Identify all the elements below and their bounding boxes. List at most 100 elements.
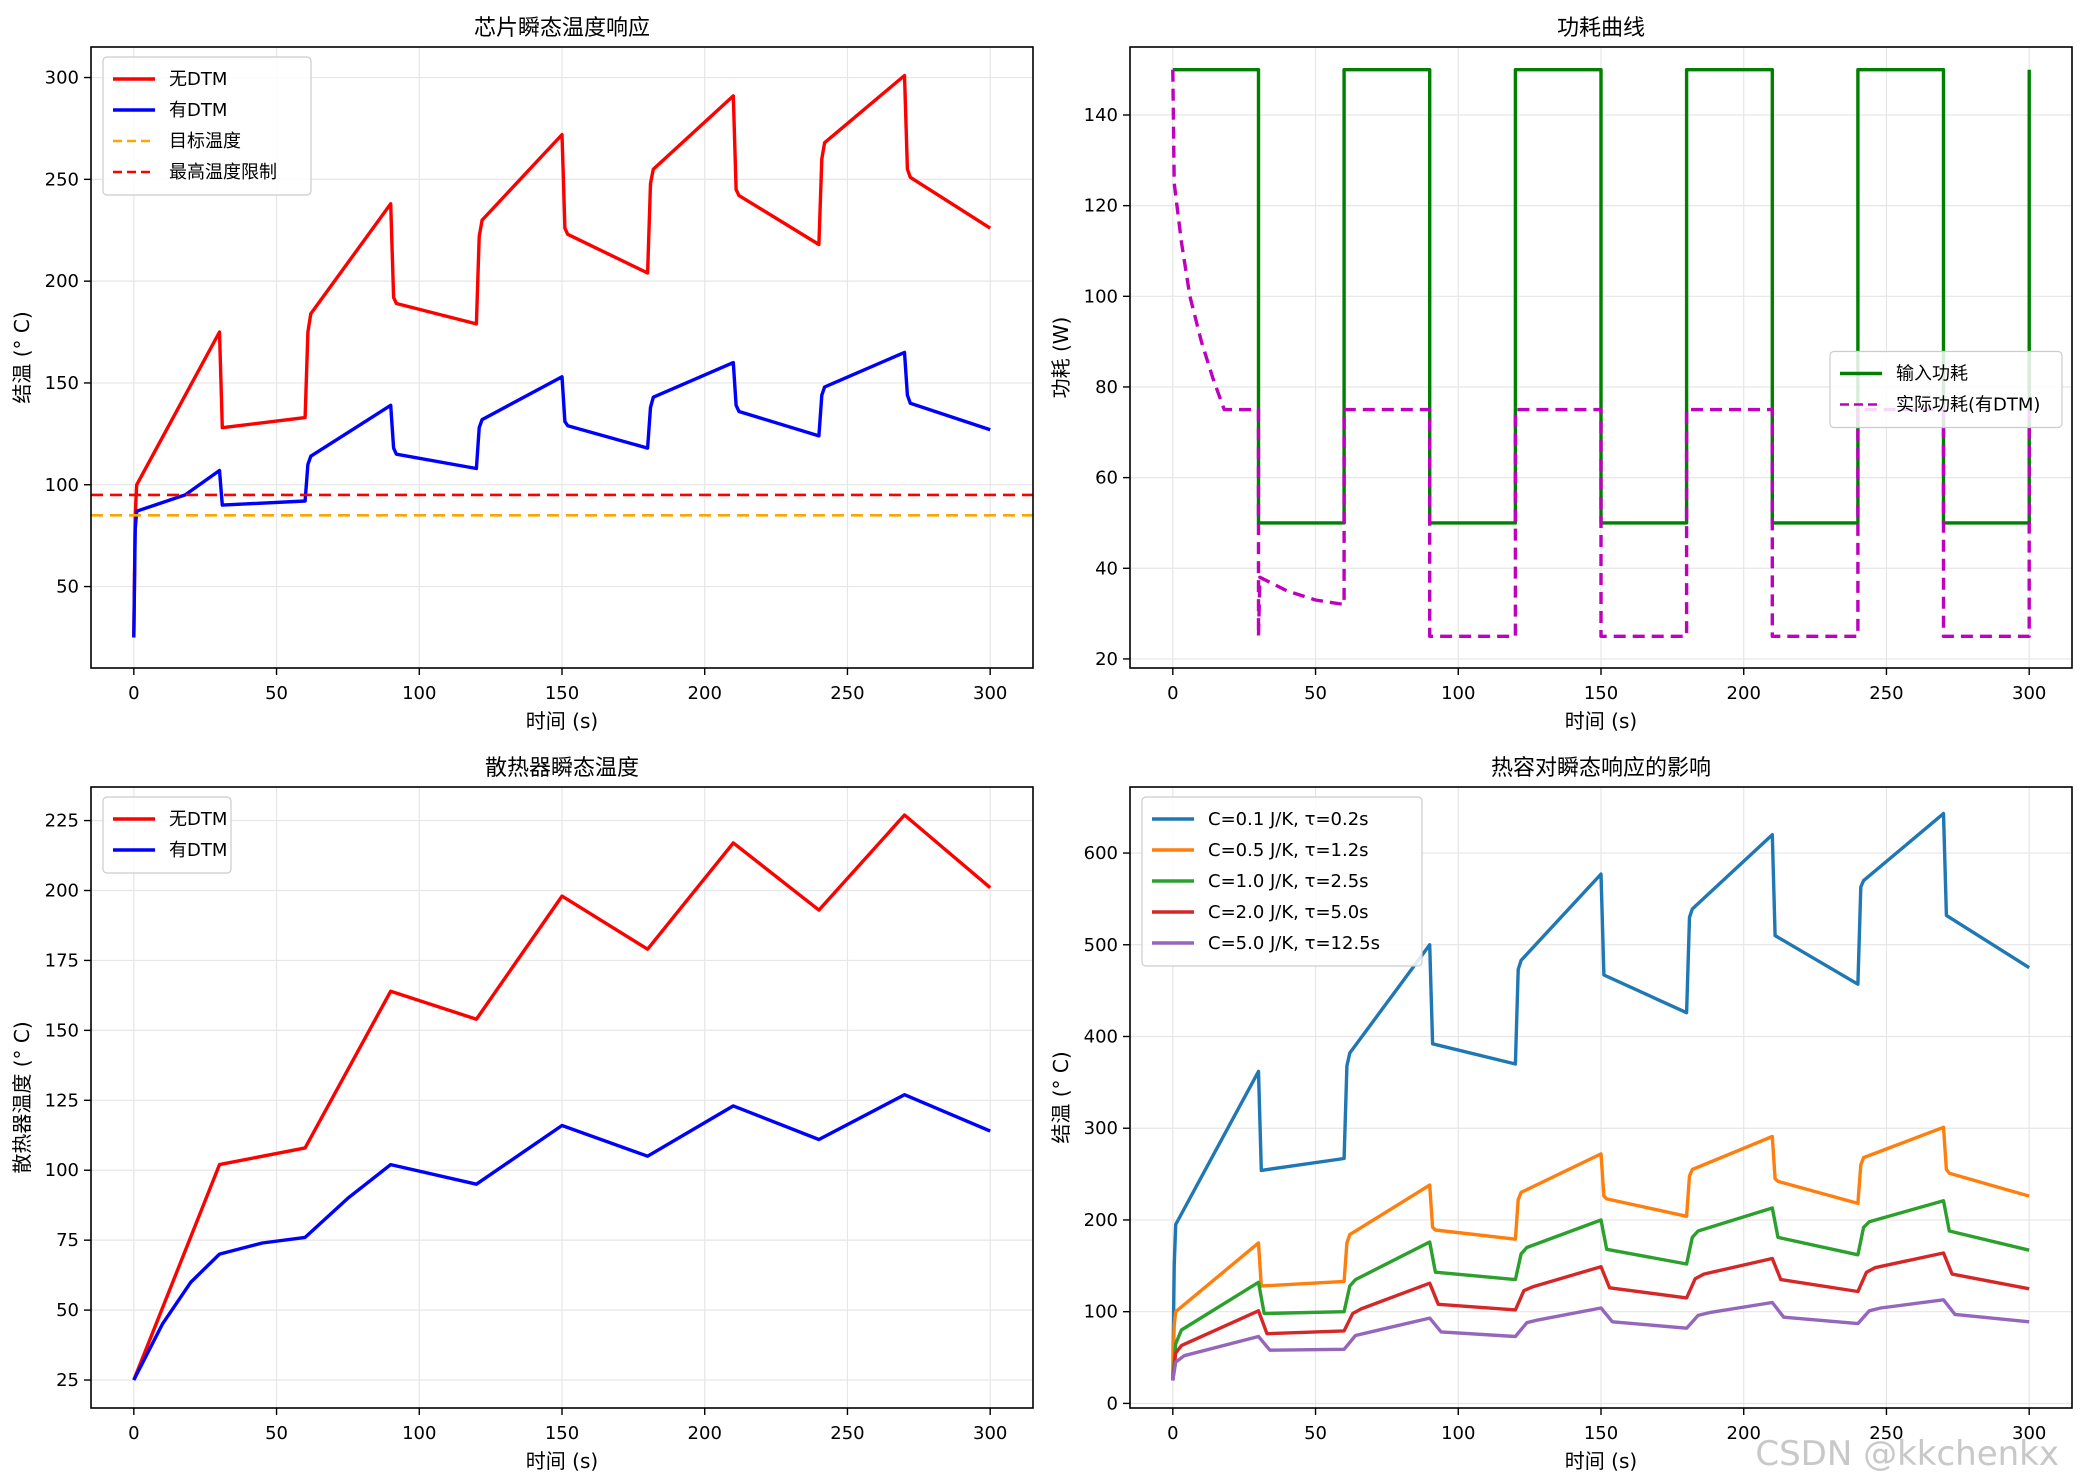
y-tick-label: 40 bbox=[1095, 558, 1118, 579]
x-tick-label: 0 bbox=[1167, 683, 1178, 704]
legend: 无DTM 有DTM bbox=[102, 796, 232, 874]
y-tick-label: 125 bbox=[45, 1090, 79, 1111]
x-tick-label: 200 bbox=[688, 1423, 722, 1444]
x-tick-label: 250 bbox=[1869, 1423, 1903, 1444]
x-tick-label: 100 bbox=[402, 1423, 436, 1444]
legend-box bbox=[1141, 796, 1423, 967]
x-tick-label: 50 bbox=[1304, 1423, 1327, 1444]
x-tick-label: 50 bbox=[265, 1423, 288, 1444]
x-tick-label: 150 bbox=[545, 683, 579, 704]
x-tick-label: 300 bbox=[973, 1423, 1007, 1444]
x-axis-label: 时间 (s) bbox=[526, 1449, 598, 1473]
y-tick-label: 150 bbox=[45, 373, 79, 394]
legend: C=0.1 J/K, τ=0.2s C=0.5 J/K, τ=1.2s C=1.0 … bbox=[1141, 796, 1423, 967]
y-tick-label: 120 bbox=[1084, 196, 1118, 217]
y-tick-label: 80 bbox=[1095, 377, 1118, 398]
x-tick-label: 300 bbox=[2012, 1423, 2046, 1444]
chart-title: 散热器瞬态温度 bbox=[485, 756, 639, 781]
series-group bbox=[1171, 68, 2031, 638]
x-tick-label: 0 bbox=[128, 1423, 139, 1444]
x-tick-label: 150 bbox=[1584, 1423, 1618, 1444]
chart-title: 功耗曲线 bbox=[1557, 16, 1645, 41]
x-axis-label: 时间 (s) bbox=[1565, 1449, 1637, 1473]
y-tick-label: 25 bbox=[56, 1370, 79, 1391]
y-tick-label: 0 bbox=[1107, 1393, 1118, 1414]
x-tick-label: 100 bbox=[1441, 683, 1475, 704]
x-tick-label: 250 bbox=[1869, 683, 1903, 704]
series-line-0 bbox=[132, 73, 992, 638]
legend-box bbox=[102, 56, 312, 196]
legend-box bbox=[102, 796, 232, 874]
series-group bbox=[91, 73, 1033, 638]
series-line-1 bbox=[132, 350, 991, 638]
legend-label-1: C=0.5 J/K, τ=1.2s bbox=[1208, 840, 1369, 861]
chart-capacity: 0 50 100 150 200 250 300 0 100 200 300 400 500 600 热容对… bbox=[1049, 756, 2073, 1473]
series-line-1 bbox=[132, 1093, 991, 1381]
y-tick-label: 200 bbox=[1084, 1210, 1118, 1231]
y-tick-label: 200 bbox=[45, 881, 79, 902]
y-tick-label: 200 bbox=[45, 271, 79, 292]
x-tick-label: 0 bbox=[128, 683, 139, 704]
x-tick-label: 150 bbox=[545, 1423, 579, 1444]
legend-label-3: 最高温度限制 bbox=[169, 162, 277, 183]
series-line-1 bbox=[1171, 69, 2031, 638]
y-tick-label: 100 bbox=[1084, 286, 1118, 307]
y-tick-label: 175 bbox=[45, 950, 79, 971]
watermark: CSDN @kkchenkx bbox=[1755, 1434, 2059, 1474]
y-tick-label: 250 bbox=[45, 169, 79, 190]
chart-power: 0 50 100 150 200 250 300 20 40 60 80 100 120 140 功耗曲线时… bbox=[1049, 16, 2073, 733]
series-line-4 bbox=[1171, 1298, 2030, 1381]
y-tick-label: 300 bbox=[45, 68, 79, 89]
chart-title: 芯片瞬态温度响应 bbox=[474, 16, 650, 41]
series-line-2 bbox=[1171, 1199, 2030, 1381]
chart-chip: 0 50 100 150 200 250 300 50 100 150 200 250 300 芯片瞬态温… bbox=[10, 16, 1034, 733]
y-axis-label: 散热器温度 (° C) bbox=[10, 1021, 34, 1173]
chart-heatsink: 0 50 100 150 200 250 300 25 50 75 100 125 150 175 200 2… bbox=[10, 756, 1034, 1473]
y-tick-label: 60 bbox=[1095, 468, 1118, 489]
legend-label-3: C=2.0 J/K, τ=5.0s bbox=[1208, 902, 1369, 923]
y-tick-label: 140 bbox=[1084, 105, 1118, 126]
legend-box bbox=[1829, 350, 2063, 429]
series-line-1 bbox=[1171, 1125, 2030, 1381]
y-tick-label: 150 bbox=[45, 1020, 79, 1041]
y-tick-label: 100 bbox=[1084, 1302, 1118, 1323]
legend-label-4: C=5.0 J/K, τ=12.5s bbox=[1208, 933, 1380, 954]
x-axis-label: 时间 (s) bbox=[526, 709, 598, 733]
y-tick-label: 100 bbox=[45, 475, 79, 496]
legend-label-2: C=1.0 J/K, τ=2.5s bbox=[1208, 871, 1369, 892]
series-line-0 bbox=[132, 813, 992, 1381]
legend-label-2: 目标温度 bbox=[169, 131, 241, 152]
x-axis-label: 时间 (s) bbox=[1565, 709, 1637, 733]
legend-label-1: 有DTM bbox=[169, 100, 227, 121]
y-tick-label: 20 bbox=[1095, 649, 1118, 670]
x-tick-label: 200 bbox=[1727, 683, 1761, 704]
series-line-3 bbox=[1171, 1251, 2030, 1381]
x-tick-label: 300 bbox=[2012, 683, 2046, 704]
legend-label-0: 无DTM bbox=[169, 69, 227, 90]
y-tick-label: 50 bbox=[56, 577, 79, 598]
y-tick-label: 75 bbox=[56, 1230, 79, 1251]
x-tick-label: 200 bbox=[1727, 1423, 1761, 1444]
y-tick-label: 225 bbox=[45, 811, 79, 832]
y-tick-label: 100 bbox=[45, 1160, 79, 1181]
x-tick-label: 50 bbox=[1304, 683, 1327, 704]
y-tick-label: 600 bbox=[1084, 843, 1118, 864]
x-tick-label: 250 bbox=[830, 683, 864, 704]
legend-label-1: 实际功耗(有DTM) bbox=[1896, 395, 2040, 416]
chart-title: 热容对瞬态响应的影响 bbox=[1491, 756, 1711, 781]
x-tick-label: 50 bbox=[265, 683, 288, 704]
y-tick-label: 500 bbox=[1084, 935, 1118, 956]
legend-label-0: 无DTM bbox=[169, 809, 227, 830]
y-axis-label: 结温 (° C) bbox=[10, 311, 34, 403]
series-line-0 bbox=[1171, 811, 2031, 1381]
series-group bbox=[132, 813, 992, 1381]
y-axis-label: 结温 (° C) bbox=[1049, 1051, 1073, 1143]
x-tick-label: 200 bbox=[688, 683, 722, 704]
x-tick-label: 100 bbox=[402, 683, 436, 704]
y-tick-label: 400 bbox=[1084, 1027, 1118, 1048]
legend-label-0: 输入功耗 bbox=[1896, 364, 1968, 385]
x-tick-label: 100 bbox=[1441, 1423, 1475, 1444]
